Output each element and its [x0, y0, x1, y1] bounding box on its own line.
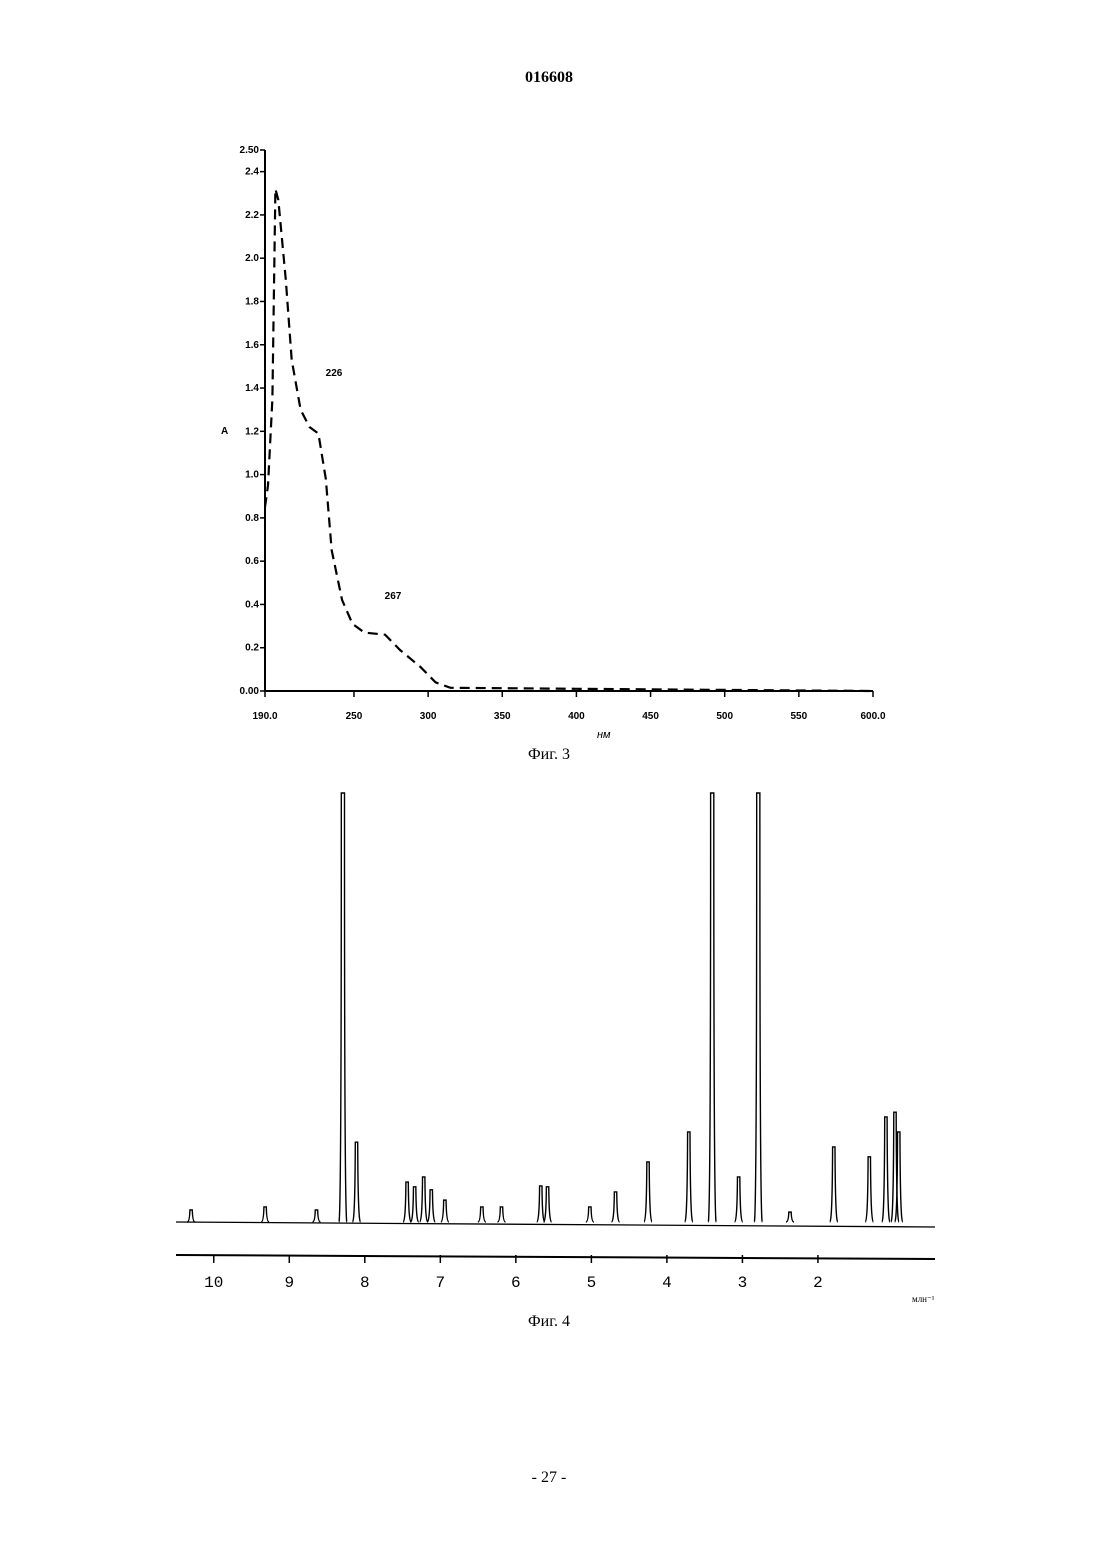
x-tick-label: 5 — [587, 1274, 597, 1292]
footer: - 27 - — [532, 1469, 567, 1486]
x-tick-label: 550 — [791, 711, 808, 722]
peak — [261, 1207, 269, 1222]
y-tick-label: 0.2 — [245, 643, 259, 654]
peak — [403, 1182, 411, 1222]
caption: Фиг. 3 — [528, 746, 570, 763]
x-tick-label: 8 — [360, 1274, 370, 1292]
peak — [352, 1142, 360, 1222]
baseline — [176, 1222, 935, 1227]
annotation: 267 — [385, 591, 402, 602]
x-tick-label: 9 — [284, 1274, 294, 1292]
peak — [498, 1207, 506, 1222]
peak — [754, 793, 762, 1222]
y-tick-label: 1.0 — [245, 470, 259, 481]
header: 016608 — [525, 69, 573, 86]
x-tick-label: 10 — [204, 1274, 223, 1292]
x-axis-label: нм — [597, 729, 611, 741]
spectrum-line — [265, 189, 873, 691]
peak — [644, 1162, 652, 1222]
peak — [427, 1190, 435, 1222]
peak — [830, 1147, 838, 1222]
x-axis-label: млн⁻¹ — [912, 1294, 935, 1304]
x-tick-label: 600.0 — [860, 711, 885, 722]
peak — [187, 1210, 195, 1222]
caption: Фиг. 4 — [528, 1313, 570, 1330]
peak — [478, 1207, 486, 1222]
annotation: 226 — [326, 368, 343, 379]
y-tick-label: 1.2 — [245, 426, 259, 437]
x-tick-label: 2 — [813, 1274, 823, 1292]
y-tick-label: 1.8 — [245, 296, 259, 307]
y-tick-label: 0.6 — [245, 556, 259, 567]
y-tick-label: 1.4 — [245, 383, 259, 394]
peak — [735, 1177, 743, 1222]
y-tick-label: 0.8 — [245, 513, 259, 524]
x-tick-label: 450 — [642, 711, 659, 722]
peak — [544, 1187, 552, 1222]
peak — [685, 1132, 693, 1222]
x-tick-label: 350 — [494, 711, 511, 722]
x-tick-label: 400 — [568, 711, 585, 722]
x-tick-label: 6 — [511, 1274, 521, 1292]
y-axis-label: A — [221, 426, 228, 437]
peak — [312, 1210, 320, 1222]
peak — [865, 1157, 873, 1222]
peak — [786, 1212, 794, 1222]
y-tick-label: 2.4 — [245, 167, 259, 178]
peak — [339, 793, 347, 1222]
peak — [708, 793, 716, 1222]
peak — [586, 1207, 594, 1222]
x-tick-label: 4 — [662, 1274, 672, 1292]
peak — [411, 1187, 419, 1222]
y-tick-label: 2.2 — [245, 210, 259, 221]
x-tick-label: 300 — [420, 711, 437, 722]
y-tick-label: 0.4 — [245, 599, 259, 610]
y-tick-label: 2.0 — [245, 253, 259, 264]
peak — [612, 1192, 620, 1222]
x-tick-label: 3 — [738, 1274, 748, 1292]
y-tick-label: 1.6 — [245, 340, 259, 351]
peak — [537, 1186, 545, 1222]
peak — [420, 1177, 428, 1222]
peak — [882, 1117, 890, 1222]
page: 016608 A нм 226 267 Фиг. 3 млн⁻¹ Фиг. 4 … — [0, 0, 1100, 1556]
y-tick-label: 2.50 — [240, 145, 260, 156]
peak — [441, 1200, 449, 1222]
x-tick-label: 7 — [436, 1274, 446, 1292]
x-tick-label: 500 — [716, 711, 733, 722]
y-tick-label: 0.00 — [240, 686, 260, 697]
x-tick-label: 250 — [346, 711, 363, 722]
x-tick-label: 190.0 — [252, 711, 277, 722]
